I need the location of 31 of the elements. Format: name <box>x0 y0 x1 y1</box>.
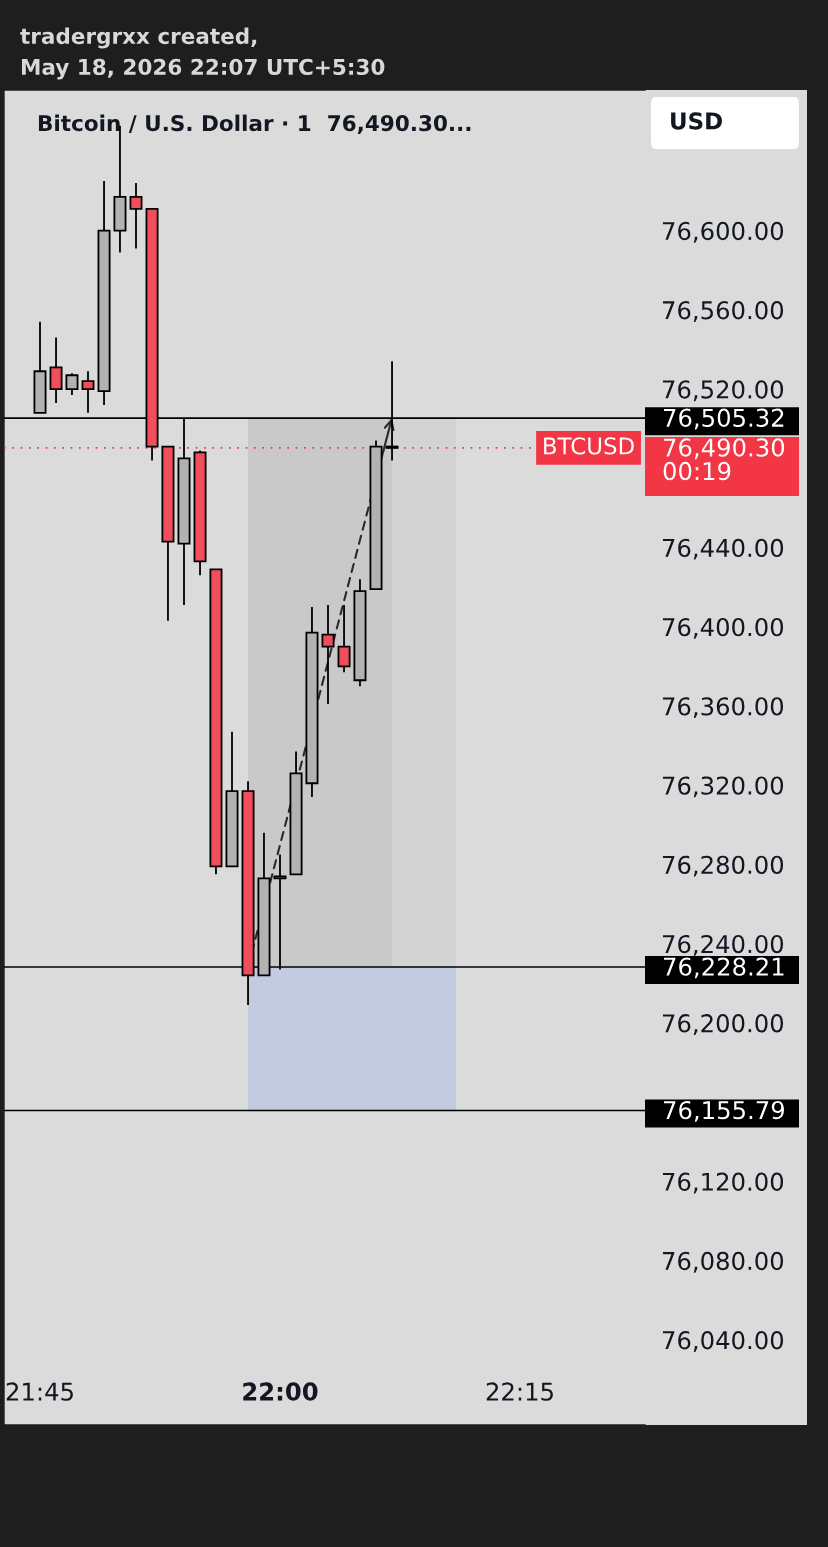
y-axis-title: USD <box>671 112 722 130</box>
ref-line-label: 76,505.32 <box>663 408 784 430</box>
y-tick-label: 76,280.00 <box>662 855 784 877</box>
ref-line-label: 76,228.21 <box>663 957 784 979</box>
candlestick <box>49 336 63 404</box>
text: Bitcoin / U.S. Dollar · 1 76,490.30... <box>38 114 471 134</box>
ref-line-label: 76,490.30 00:19 <box>663 438 785 481</box>
y-tick-label: 76,200.00 <box>662 1014 784 1035</box>
text: tradergrxx created, <box>20 27 257 49</box>
y-tick-label: 76,440.00 <box>662 538 784 560</box>
text: May 18, 2026 22:07 UTC+5:30 <box>21 58 385 80</box>
annotation: BTCUSD <box>544 437 634 455</box>
ref-line-label: 76,155.79 <box>663 1100 784 1122</box>
y-tick-label: 76,320.00 <box>662 776 784 798</box>
x-tick-label: 22:00 <box>243 1382 318 1401</box>
x-tick-label: 22:15 <box>486 1382 553 1401</box>
candlestick <box>129 182 143 250</box>
y-tick-label: 76,360.00 <box>662 697 784 719</box>
candlestick <box>65 372 79 396</box>
y-tick-label: 76,560.00 <box>662 301 784 322</box>
y-tick-label: 76,520.00 <box>662 380 784 402</box>
y-tick-label: 76,080.00 <box>662 1251 784 1273</box>
y-tick-label: 76,600.00 <box>662 221 784 243</box>
y-tick-label: 76,040.00 <box>662 1331 784 1352</box>
candlestick <box>337 604 351 674</box>
x-tick-label: 21:45 <box>6 1382 73 1401</box>
candlestick <box>81 370 95 414</box>
y-tick-label: 76,120.00 <box>662 1172 784 1194</box>
candlestick <box>321 604 335 705</box>
y-tick-label: 76,240.00 <box>662 934 784 956</box>
y-tick-label: 76,400.00 <box>662 617 784 639</box>
